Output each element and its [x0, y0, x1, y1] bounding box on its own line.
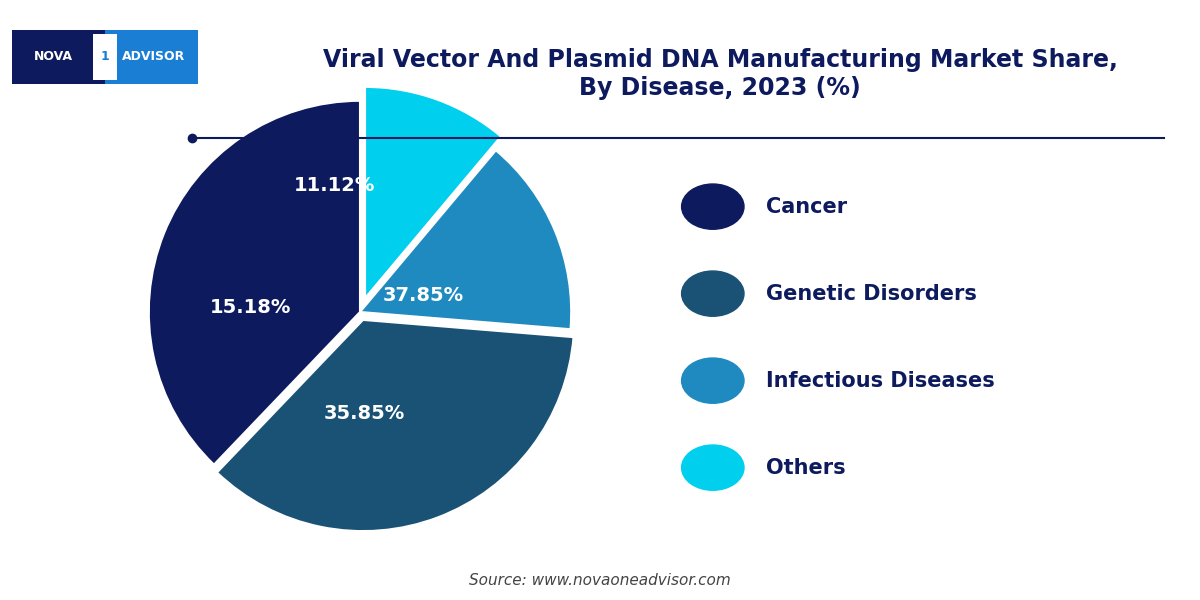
Text: ADVISOR: ADVISOR — [121, 50, 185, 64]
Text: Others: Others — [766, 458, 845, 478]
FancyBboxPatch shape — [106, 30, 198, 84]
Text: 1: 1 — [101, 50, 109, 64]
Wedge shape — [149, 101, 360, 464]
Text: Cancer: Cancer — [766, 197, 847, 217]
FancyBboxPatch shape — [12, 30, 106, 84]
Wedge shape — [217, 320, 574, 531]
Text: Genetic Disorders: Genetic Disorders — [766, 284, 977, 304]
Text: 35.85%: 35.85% — [324, 404, 404, 423]
FancyBboxPatch shape — [92, 34, 118, 80]
Text: Infectious Diseases: Infectious Diseases — [766, 371, 995, 391]
Circle shape — [682, 445, 744, 490]
Wedge shape — [360, 150, 571, 329]
Text: 15.18%: 15.18% — [210, 298, 290, 317]
Wedge shape — [365, 87, 500, 298]
Text: Viral Vector And Plasmid DNA Manufacturing Market Share,
By Disease, 2023 (%): Viral Vector And Plasmid DNA Manufacturi… — [323, 48, 1117, 100]
Circle shape — [682, 271, 744, 316]
Circle shape — [682, 358, 744, 403]
Text: NOVA: NOVA — [34, 50, 72, 64]
Circle shape — [682, 184, 744, 229]
Text: 11.12%: 11.12% — [294, 176, 376, 195]
Text: 37.85%: 37.85% — [383, 286, 464, 305]
Text: Source: www.novaoneadvisor.com: Source: www.novaoneadvisor.com — [469, 573, 731, 588]
